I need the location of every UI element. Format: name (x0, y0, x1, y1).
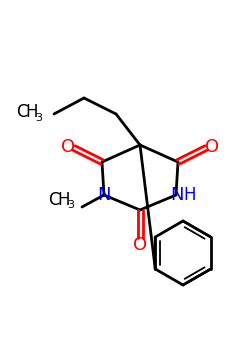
Text: 3: 3 (35, 113, 42, 123)
Text: O: O (205, 138, 219, 156)
Text: C: C (48, 191, 60, 209)
Text: 3: 3 (67, 200, 74, 210)
Text: H: H (58, 191, 70, 209)
Text: N: N (170, 186, 184, 204)
Text: N: N (97, 186, 111, 204)
Text: O: O (61, 138, 75, 156)
Text: O: O (133, 236, 147, 254)
Text: H: H (184, 186, 196, 204)
Text: C: C (16, 103, 28, 121)
Text: H: H (26, 103, 38, 121)
